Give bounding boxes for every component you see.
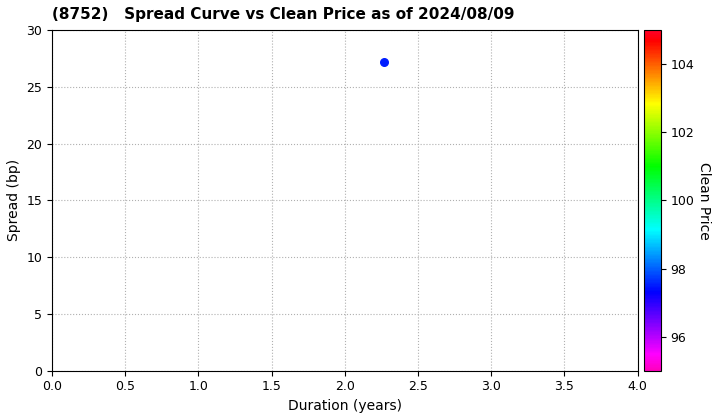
Point [379, 58, 390, 65]
X-axis label: Duration (years): Duration (years) [288, 399, 402, 413]
Text: (8752)   Spread Curve vs Clean Price as of 2024/08/09: (8752) Spread Curve vs Clean Price as of… [52, 7, 515, 22]
Y-axis label: Clean Price: Clean Price [697, 162, 711, 239]
Y-axis label: Spread (bp): Spread (bp) [7, 159, 21, 242]
